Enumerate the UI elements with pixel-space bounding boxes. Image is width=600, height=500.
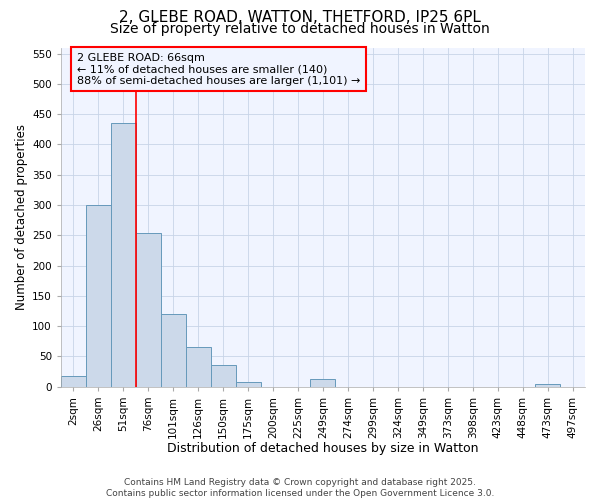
Text: 2 GLEBE ROAD: 66sqm
← 11% of detached houses are smaller (140)
88% of semi-detac: 2 GLEBE ROAD: 66sqm ← 11% of detached ho…: [77, 52, 360, 86]
Text: 2, GLEBE ROAD, WATTON, THETFORD, IP25 6PL: 2, GLEBE ROAD, WATTON, THETFORD, IP25 6P…: [119, 10, 481, 25]
Bar: [236, 382, 260, 386]
X-axis label: Distribution of detached houses by size in Watton: Distribution of detached houses by size …: [167, 442, 479, 455]
Bar: [186, 348, 211, 387]
Bar: [211, 366, 236, 386]
Bar: [111, 123, 136, 386]
Bar: [535, 384, 560, 386]
Text: Contains HM Land Registry data © Crown copyright and database right 2025.
Contai: Contains HM Land Registry data © Crown c…: [106, 478, 494, 498]
Bar: [310, 380, 335, 386]
Bar: [86, 205, 111, 386]
Bar: [161, 314, 186, 386]
Text: Size of property relative to detached houses in Watton: Size of property relative to detached ho…: [110, 22, 490, 36]
Bar: [61, 376, 86, 386]
Bar: [136, 234, 161, 386]
Y-axis label: Number of detached properties: Number of detached properties: [15, 124, 28, 310]
